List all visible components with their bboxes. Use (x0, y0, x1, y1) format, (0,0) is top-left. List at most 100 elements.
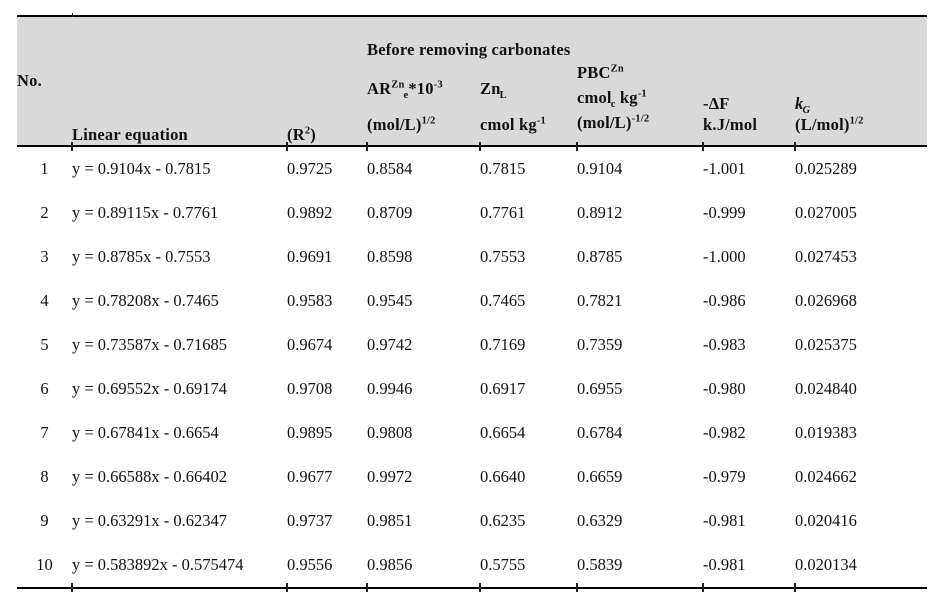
header-unit-line: cmol kg-1 (480, 115, 577, 136)
cell-zn: 0.7815 (479, 141, 577, 191)
cell-equation: y = 0.66588x - 0.66402 (72, 455, 287, 499)
header-unit-line: k.J/mol (703, 114, 758, 134)
cell-kg: 0.020134 (793, 543, 927, 593)
cell-no: 3 (40, 246, 49, 266)
cell-r2: 0.9892 (287, 202, 333, 222)
text-fragment: cmol (577, 87, 612, 107)
subscript: G (802, 105, 811, 117)
cell-pbc: 0.6659 (577, 466, 623, 486)
cell-zn: 0.7465 (480, 290, 526, 310)
text-fragment: Zn (480, 79, 501, 98)
equation-text: y = 0.69552x - 0.69174 (72, 378, 228, 398)
equation-text: y = 0.9104x - 0.7815 (72, 158, 211, 178)
header-row-units: ARZne*10-3 (mol/L)1/2 ZnL cmol kg-1 PBCZ… (17, 61, 928, 148)
table-header: No. Linear equation (R2) Before removing… (17, 11, 928, 148)
cell-no: 4 (40, 290, 49, 310)
cell-equation: y = 0.69552x - 0.69174 (72, 367, 287, 411)
table-row: 9 y = 0.63291x - 0.62347 0.9737 0.9851 0.623… (17, 499, 927, 543)
col-header-linear-equation: Linear equation (72, 16, 287, 148)
cell-kg: 0.025375 (795, 334, 857, 354)
cell-delta_f: -0.982 (703, 422, 746, 442)
cell-kg: 0.027453 (795, 246, 857, 266)
cell-r2: 0.9583 (287, 290, 333, 310)
cell-zn: 0.5755 (479, 543, 577, 593)
cell-pbc: 0.6329 (577, 510, 623, 530)
equation-text: y = 0.8785x - 0.7553 (72, 246, 211, 266)
cell-ar: 0.9851 (367, 510, 413, 530)
cell-pbc: 0.5839 (576, 543, 703, 593)
text-fragment: ) (310, 124, 316, 144)
cell-kg: 0.024662 (795, 466, 857, 486)
cell-zn: 0.6917 (480, 378, 526, 398)
cell-no: 7 (40, 422, 49, 442)
cell-equation: y = 0.67841x - 0.6654 (72, 411, 287, 455)
table-row: 4 y = 0.78208x - 0.7465 0.9583 0.9545 0.7465… (17, 279, 927, 323)
text-fragment: *10 (408, 79, 434, 98)
cell-equation: y = 0.78208x - 0.7465 (72, 279, 287, 323)
cell-kg: 0.026968 (795, 290, 857, 310)
cell-ar: 0.8598 (367, 246, 413, 266)
cell-pbc: 0.8912 (577, 202, 623, 222)
cell-equation: y = 0.89115x - 0.7761 (72, 191, 287, 235)
superscript: -1/2 (631, 113, 650, 124)
text-fragment: (mol/L) (367, 114, 422, 134)
equation-text: y = 0.66588x - 0.66402 (72, 466, 228, 486)
cell-no: 1 (40, 158, 49, 178)
cell-zn: 0.6654 (480, 422, 526, 442)
superscript: Zn (391, 79, 405, 91)
cell-zn: 0.7169 (480, 334, 526, 354)
superscript: 2 (304, 125, 311, 137)
cell-zn: 0.7761 (480, 202, 526, 222)
equation-text: y = 0.583892x - 0.575474 (72, 554, 244, 574)
superscript: -3 (433, 79, 443, 91)
cell-zn: 0.7553 (480, 246, 526, 266)
cell-delta_f: -1.000 (703, 246, 746, 266)
cell-pbc: 0.7359 (577, 334, 623, 354)
cell-delta_f: -0.981 (702, 543, 795, 593)
cell-r2: 0.9708 (287, 378, 333, 398)
header-unit-line: (L/mol)1/2 (795, 115, 927, 136)
cell-r2: 0.9737 (287, 510, 333, 530)
cell-kg: 0.020416 (795, 510, 857, 530)
text-fragment: (R (287, 124, 305, 144)
cell-no: 10 (36, 554, 53, 574)
cell-kg: 0.025289 (793, 141, 927, 191)
table-row: 7 y = 0.67841x - 0.6654 0.9895 0.9808 0.6654… (17, 411, 927, 455)
cell-zn: 0.6235 (480, 510, 526, 530)
table-row: 3 y = 0.8785x - 0.7553 0.9691 0.8598 0.7553 0… (17, 235, 927, 279)
cell-delta_f: -0.986 (703, 290, 746, 310)
superscript: 1/2 (849, 115, 864, 127)
superscript: 1/2 (421, 115, 436, 127)
header-unit-line: (mol/L)-1/2 (577, 111, 703, 136)
cell-r2: 0.9725 (286, 141, 367, 191)
cell-delta_f: -0.980 (703, 378, 746, 398)
cell-ar: 0.9856 (366, 543, 480, 593)
cell-no: 5 (40, 334, 49, 354)
equation-text: y = 0.89115x - 0.7761 (72, 202, 219, 222)
header-line: ZnL (480, 79, 577, 102)
col-header-ar: ARZne*10-3 (mol/L)1/2 (367, 61, 480, 148)
cell-no: 6 (40, 378, 49, 398)
col-header-delta-f: -ΔF k.J/mol (703, 61, 795, 148)
header-row-group: No. Linear equation (R2) Before removing… (17, 11, 928, 148)
cell-ar: 0.8709 (367, 202, 413, 222)
equation-text: y = 0.63291x - 0.62347 (72, 510, 228, 530)
cell-zn: 0.6640 (480, 466, 526, 486)
cell-r2: 0.9556 (286, 543, 367, 593)
cell-ar: 0.9742 (367, 334, 413, 354)
header-unit-line: (mol/L)1/2 (367, 115, 480, 136)
cell-r2: 0.9895 (287, 422, 333, 442)
cell-delta_f: -0.983 (703, 334, 746, 354)
cell-pbc: 0.6955 (577, 378, 623, 398)
header-unit-line: cmolc kg-1 (577, 86, 703, 111)
table-row: 10 y = 0.583892x - 0.575474 0.9556 0.9856 0.… (17, 543, 927, 593)
col-header-kg: kG (L/mol)1/2 (795, 61, 928, 148)
cell-ar: 0.9972 (367, 466, 413, 486)
table-row: 5 y = 0.73587x - 0.71685 0.9674 0.9742 0.716… (17, 323, 927, 367)
subscript: L (499, 90, 507, 102)
cell-ar: 0.9808 (367, 422, 413, 442)
text-fragment: (mol/L) (577, 112, 632, 132)
